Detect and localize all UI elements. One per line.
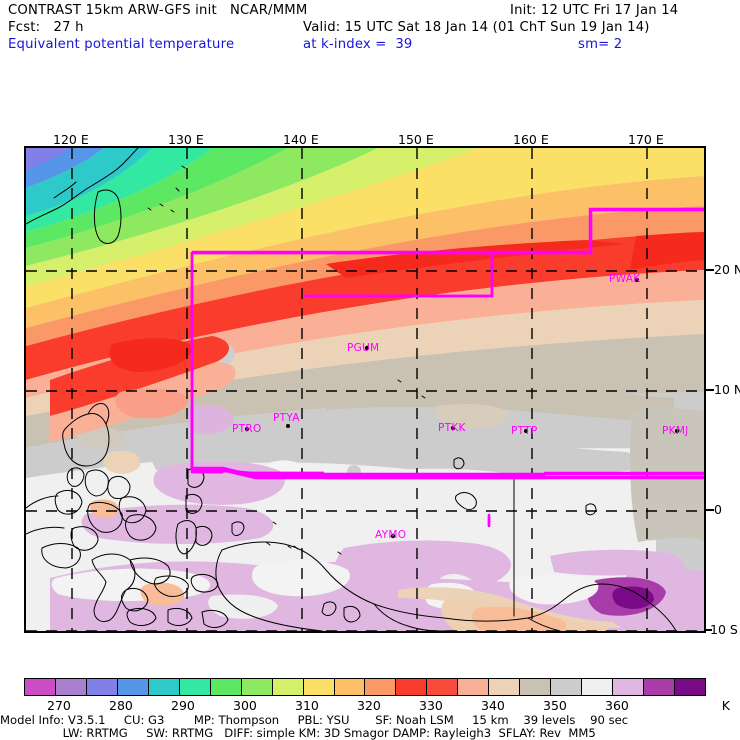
model-info-line-2: LW: RRTMG SW: RRTMG DIFF: simple KM: 3D …: [0, 726, 596, 740]
station-label-pgum: PGUM: [347, 342, 380, 354]
colorbar-swatch: [241, 679, 273, 695]
x-tick-label-140e: 140 E: [283, 132, 319, 147]
colorbar-tick-300: 300: [233, 698, 257, 713]
header-valid-time: Valid: 15 UTC Sat 18 Jan 14 (01 ChT Sun …: [303, 20, 650, 35]
colorbar-swatch: [179, 679, 211, 695]
colorbar-swatch: [582, 679, 614, 695]
colorbar-tick-270: 270: [47, 698, 71, 713]
colorbar-tick-340: 340: [481, 698, 505, 713]
header-init-time: Init: 12 UTC Fri 17 Jan 14: [510, 3, 679, 18]
y-tick-mark-10s: [701, 629, 712, 631]
theta-e-field: [26, 148, 704, 631]
header-k-index: at k-index = 39: [303, 37, 413, 52]
header-block: CONTRAST 15km ARW-GFS init NCAR/MMM Init…: [0, 0, 740, 58]
colorbar-swatch: [148, 679, 180, 695]
y-tick-mark-20n: [706, 269, 714, 271]
station-label-ptkk: PTKK: [438, 422, 466, 434]
y-tick-mark-0: [706, 509, 714, 511]
colorbar-swatch: [675, 679, 705, 695]
model-info-line-1: Model Info: V3.5.1 CU: G3 MP: Thompson P…: [0, 713, 629, 727]
station-label-pkmj: PKMJ: [662, 425, 689, 437]
colorbar-swatch: [25, 679, 56, 695]
colorbar-swatch: [334, 679, 366, 695]
station-label-pttp: PTTP: [511, 425, 538, 437]
map-plot-area[interactable]: PGUM PTYA PTRO PTKK PTTP PKMJ PWAK AYMO: [24, 146, 706, 633]
colorbar-swatch: [272, 679, 304, 695]
header-model-title: CONTRAST 15km ARW-GFS init NCAR/MMM: [8, 3, 308, 18]
station-label-ptya: PTYA: [273, 412, 300, 424]
y-tick-label-20n: 20 N: [714, 262, 740, 277]
colorbar-tick-350: 350: [543, 698, 567, 713]
colorbar-swatch: [489, 679, 521, 695]
colorbar-swatch: [365, 679, 397, 695]
y-tick-label-10s: 10 S: [710, 622, 738, 637]
y-tick-mark-10n: [706, 389, 714, 391]
colorbar-tick-280: 280: [109, 698, 133, 713]
colorbar-swatch: [458, 679, 490, 695]
colorbar-swatch: [520, 679, 552, 695]
colorbar-swatch: [55, 679, 87, 695]
colorbar-tick-360: 360: [605, 698, 629, 713]
header-variable-name: Equivalent potential temperature: [8, 37, 235, 52]
colorbar-swatch: [303, 679, 335, 695]
station-label-aymo: AYMO: [375, 529, 407, 541]
colorbar-unit-label: K: [721, 698, 730, 713]
station-label-ptro: PTRO: [232, 423, 262, 435]
colorbar-swatch: [551, 679, 583, 695]
x-tick-label-120e: 120 E: [53, 132, 89, 147]
x-tick-label-150e: 150 E: [398, 132, 434, 147]
header-smoothing: sm= 2: [578, 37, 623, 52]
colorbar-swatch: [210, 679, 242, 695]
colorbar-swatch: [427, 679, 459, 695]
colorbar-tick-330: 330: [419, 698, 443, 713]
colorbar[interactable]: [24, 678, 706, 696]
y-tick-label-10n: 10 N: [714, 382, 740, 397]
x-tick-label-160e: 160 E: [513, 132, 549, 147]
station-label-pwak: PWAK: [609, 273, 641, 285]
y-tick-label-0: 0: [714, 502, 722, 517]
colorbar-tick-310: 310: [295, 698, 319, 713]
colorbar-tick-290: 290: [171, 698, 195, 713]
colorbar-swatch: [117, 679, 149, 695]
x-tick-label-170e: 170 E: [628, 132, 664, 147]
colorbar-swatch: [86, 679, 118, 695]
colorbar-tick-320: 320: [357, 698, 381, 713]
colorbar-swatch: [644, 679, 676, 695]
colorbar-swatch: [396, 679, 428, 695]
x-tick-label-130e: 130 E: [168, 132, 204, 147]
colorbar-swatch: [613, 679, 645, 695]
header-forecast-hour: Fcst: 27 h: [8, 20, 84, 35]
